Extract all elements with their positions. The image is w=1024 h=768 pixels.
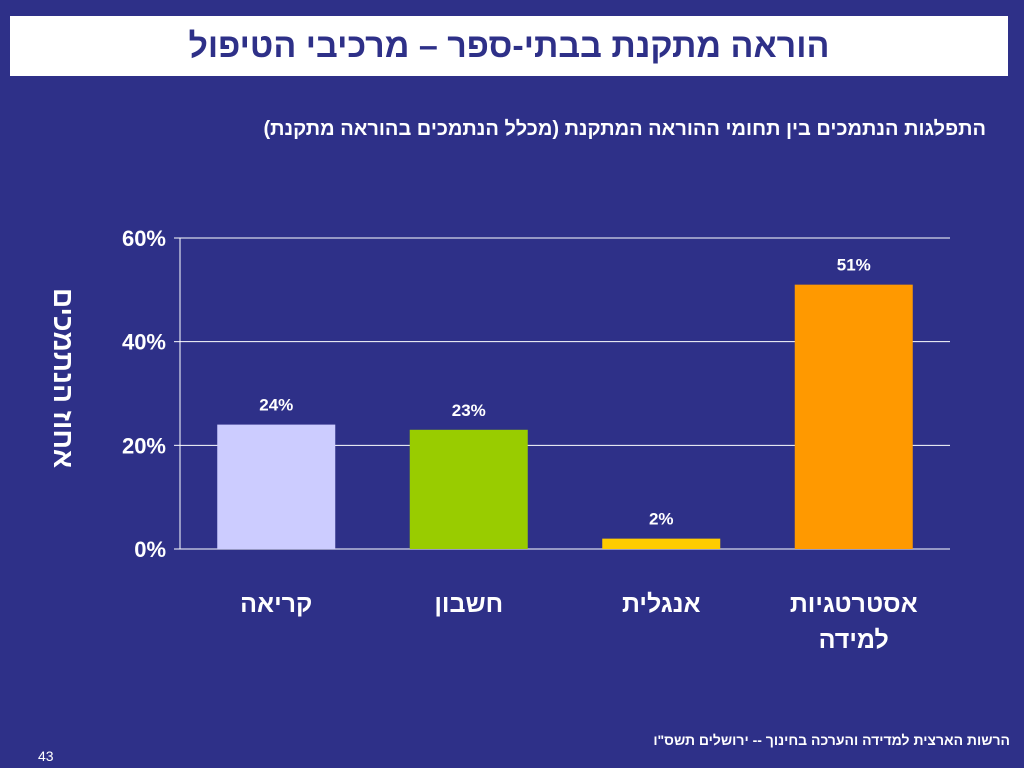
x-category-label: למידה	[819, 626, 889, 654]
data-label: 23%	[452, 401, 486, 420]
y-tick-label: 60%	[122, 226, 166, 251]
data-label: 24%	[259, 396, 293, 415]
bar	[217, 424, 336, 549]
data-label: 2%	[649, 510, 674, 529]
chart-subtitle: התפלגות הנתמכים בין תחומי ההוראה המתקנת …	[263, 118, 986, 140]
y-tick-label: 20%	[122, 433, 166, 458]
bar	[602, 538, 721, 549]
y-tick-label: 40%	[122, 330, 166, 355]
data-label: 51%	[837, 256, 871, 275]
x-category-label: אנגלית	[622, 590, 701, 618]
title-box: הוראה מתקנת בבתי-ספר – מרכיבי הטיפול	[10, 16, 1008, 76]
y-tick-label: 0%	[134, 537, 166, 562]
x-category-label: חשבון	[434, 590, 503, 618]
y-axis-title: אחוז הנתמכים	[48, 288, 79, 468]
bar	[409, 429, 528, 549]
bar	[794, 284, 913, 549]
page-number: 43	[38, 748, 54, 764]
x-category-label: קריאה	[240, 590, 312, 618]
x-category-label: אסטרטגיות	[790, 590, 918, 618]
footer-text: הרשות הארצית למדידה והערכה בחינוך -- ירו…	[653, 732, 1010, 748]
slide-title: הוראה מתקנת בבתי-ספר – מרכיבי הטיפול	[188, 26, 830, 65]
